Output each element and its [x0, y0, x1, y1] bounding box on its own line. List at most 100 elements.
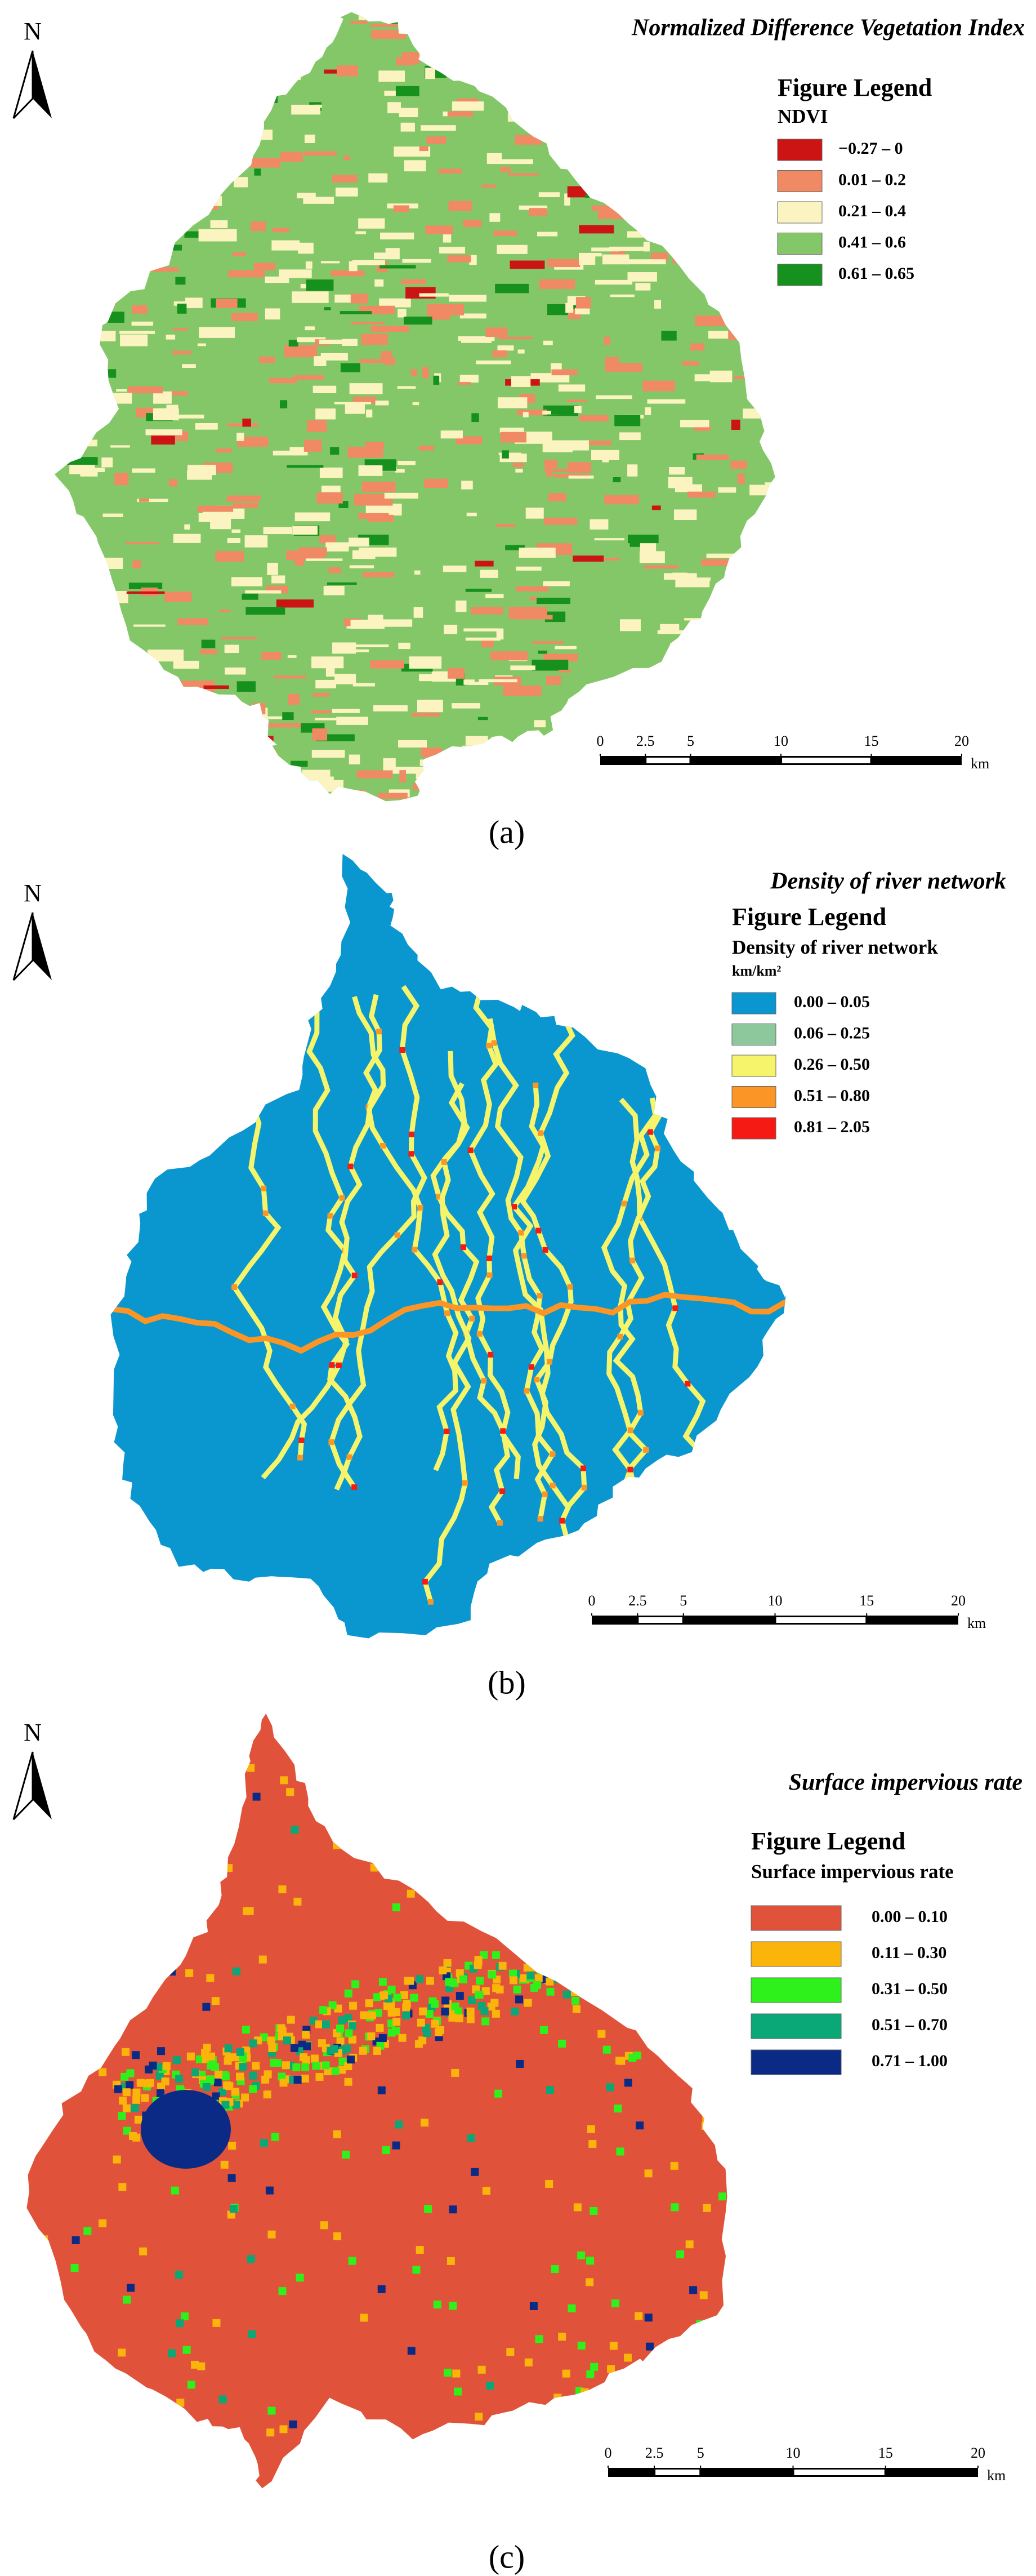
land-patch — [639, 551, 665, 563]
land-patch — [347, 447, 383, 458]
river-cell — [481, 1378, 487, 1384]
land-patch — [654, 786, 682, 793]
pixel — [167, 2349, 176, 2357]
land-patch — [155, 42, 172, 49]
land-patch — [641, 150, 656, 163]
land-patch — [274, 675, 306, 679]
river-cell — [444, 1310, 450, 1316]
land-patch — [543, 340, 553, 345]
land-patch — [155, 135, 187, 139]
pixel — [676, 2250, 685, 2258]
land-patch — [663, 573, 697, 580]
land-patch — [54, 27, 74, 40]
legend-subtitle: Density of river network — [732, 936, 938, 958]
land-patch — [342, 339, 358, 346]
land-patch — [61, 743, 86, 754]
land-patch — [221, 166, 229, 175]
land-patch — [312, 692, 330, 697]
river-cell — [336, 1362, 342, 1368]
pixel — [509, 1976, 517, 1985]
river — [363, 994, 459, 1471]
pixel — [127, 2284, 135, 2292]
land-patch — [459, 375, 479, 383]
land-patch — [239, 95, 278, 103]
pixel — [407, 2347, 416, 2355]
land-patch — [284, 345, 318, 358]
pixel — [351, 1980, 360, 1988]
scale-label: 10 — [768, 1592, 783, 1609]
pixel — [555, 1754, 564, 1763]
land-patch — [281, 70, 301, 80]
land-patch — [137, 104, 155, 111]
land-patch — [449, 14, 467, 17]
pixel — [553, 2393, 562, 2402]
pixel — [203, 1741, 212, 1749]
land-patch — [725, 799, 752, 802]
land-patch — [571, 136, 582, 143]
pixel — [303, 2042, 311, 2050]
land-patch — [153, 408, 179, 421]
pixel — [557, 1946, 566, 1955]
land-patch — [291, 104, 320, 115]
land-patch — [302, 796, 334, 802]
pixel — [164, 1942, 172, 1950]
land-patch — [489, 213, 501, 222]
urban-core — [141, 2090, 231, 2169]
river-cell — [486, 1255, 492, 1261]
land-patch — [355, 231, 366, 234]
river-cell — [511, 1204, 517, 1210]
land-patch — [166, 111, 204, 123]
land-patch — [413, 607, 423, 618]
land-patch — [694, 424, 711, 431]
pixel — [574, 1947, 583, 1955]
pixel — [316, 2462, 324, 2470]
land-patch — [261, 652, 282, 660]
land-patch — [319, 339, 354, 345]
land-patch — [639, 114, 660, 126]
land-patch — [231, 61, 243, 70]
land-patch — [515, 111, 524, 114]
land-patch — [304, 439, 322, 452]
land-patch — [575, 297, 591, 309]
pixel — [579, 2469, 587, 2477]
land-patch — [198, 229, 237, 242]
pixel — [459, 1975, 467, 1983]
pixel — [586, 2257, 595, 2265]
land-patch — [694, 374, 711, 381]
pixel — [169, 1817, 178, 1826]
legend-label: 0.51 – 0.80 — [794, 1086, 870, 1105]
land-patch — [60, 346, 81, 352]
land-patch — [244, 78, 254, 86]
pixel — [611, 2299, 619, 2308]
land-patch — [181, 771, 211, 782]
land-patch — [602, 254, 629, 265]
pixel — [220, 2160, 229, 2169]
legend-title: Figure Legend — [751, 1827, 905, 1855]
pixel — [203, 2044, 211, 2052]
river-cell — [637, 1409, 644, 1416]
land-patch — [532, 660, 569, 671]
north-arrow — [12, 50, 34, 119]
scale-label: 2.5 — [636, 733, 655, 749]
pixel — [439, 1798, 447, 1806]
land-patch — [769, 321, 775, 327]
land-patch — [465, 589, 492, 592]
land-patch — [61, 785, 96, 797]
land-patch — [424, 478, 448, 488]
land-patch — [287, 465, 324, 468]
land-patch — [443, 756, 474, 765]
land-patch — [173, 146, 207, 150]
pixel — [370, 2435, 378, 2443]
pixel — [547, 1780, 556, 1788]
land-patch — [332, 175, 358, 183]
land-patch — [343, 155, 350, 161]
pixel — [454, 2434, 463, 2442]
pixel — [597, 2030, 606, 2038]
land-patch — [398, 740, 427, 748]
land-patch — [244, 535, 268, 548]
land-patch — [356, 770, 393, 778]
pixel — [222, 1828, 231, 1836]
pixel — [118, 2348, 126, 2357]
land-patch — [306, 279, 334, 291]
land-patch — [564, 193, 570, 206]
